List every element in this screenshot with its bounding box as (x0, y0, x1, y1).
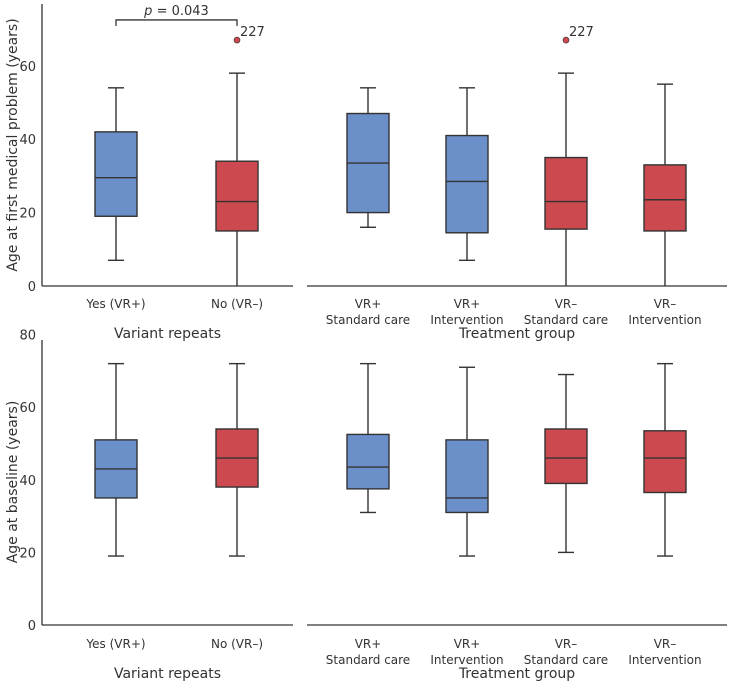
y-tick-label: 40 (19, 474, 36, 489)
x-tick-label: VR– (654, 297, 677, 311)
y-tick-label: 0 (28, 280, 36, 295)
y-axis-title: Age at first medical problem (years) (5, 18, 21, 271)
box-1: 227 No (VR–) (211, 25, 265, 311)
box-1: VR+ Intervention (430, 87, 504, 327)
outlier-label: 227 (569, 25, 594, 40)
box-iqr (643, 430, 687, 494)
box-2: VR– Standard care (524, 373, 608, 667)
outlier-label: 227 (240, 25, 265, 40)
x-tick-label: VR– (555, 637, 578, 651)
y-tick-label: 60 (19, 401, 36, 416)
x-axis-title: Variant repeats (114, 326, 221, 342)
x-tick-label: No (VR–) (211, 297, 263, 311)
outlier-point (562, 36, 570, 44)
box-iqr (643, 164, 687, 232)
outlier-point (233, 36, 241, 44)
x-tick-label: Yes (VR+) (85, 637, 145, 651)
box-iqr (544, 156, 588, 230)
panel-bottom-left: 0 20 40 60 80 Age at baseline (years) Variant … (5, 329, 293, 682)
x-tick-label: VR+ (355, 637, 382, 651)
x-axis-title: Treatment group (458, 666, 575, 682)
box-3: VR– Intervention (628, 83, 702, 327)
y-tick-label: 20 (19, 546, 36, 561)
x-axis-title: Variant repeats (114, 666, 221, 682)
y-tick-label: 60 (19, 60, 36, 75)
box-iqr (544, 428, 588, 485)
x-tick-label: Intervention (430, 653, 503, 667)
x-tick-label: Standard care (326, 313, 410, 327)
box-iqr (346, 433, 390, 490)
panel-bottom-right: Treatment group VR+ Standard care VR+ Interv… (307, 362, 727, 682)
box-2: 227 VR– Standard care (524, 25, 608, 327)
y-axis-title: Age at baseline (years) (5, 401, 21, 564)
box-iqr (445, 439, 489, 514)
panel-top-right: Treatment group VR+ Standard care VR+ Interv… (307, 25, 727, 342)
x-tick-label: VR+ (454, 637, 481, 651)
x-tick-label: Standard care (524, 653, 608, 667)
x-tick-label: Yes (VR+) (85, 297, 145, 311)
box-0: Yes (VR+) (85, 87, 146, 311)
y-tick-label: 40 (19, 133, 36, 148)
x-tick-label: No (VR–) (211, 637, 263, 651)
box-iqr (94, 131, 138, 217)
x-tick-label: Standard care (524, 313, 608, 327)
x-axis-title: Treatment group (458, 326, 575, 342)
box-1: No (VR–) (211, 362, 263, 651)
box-0: VR+ Standard care (326, 362, 410, 667)
box-iqr (445, 134, 489, 234)
x-tick-label: Standard care (326, 653, 410, 667)
p-value-label: p = 0.043 (143, 4, 209, 19)
box-0: VR+ Standard care (326, 87, 410, 327)
box-3: VR– Intervention (628, 362, 702, 667)
x-tick-label: VR+ (355, 297, 382, 311)
x-tick-label: VR– (555, 297, 578, 311)
significance-bracket (115, 19, 238, 26)
box-0: Yes (VR+) (85, 362, 146, 651)
y-tick-label: 80 (19, 329, 36, 344)
y-tick-label: 20 (19, 207, 36, 222)
x-tick-label: Intervention (430, 313, 503, 327)
y-tick-label: 0 (28, 619, 36, 634)
x-tick-label: VR+ (454, 297, 481, 311)
x-tick-label: Intervention (628, 653, 701, 667)
x-tick-label: Intervention (628, 313, 701, 327)
x-tick-label: VR– (654, 637, 677, 651)
box-iqr (215, 160, 259, 232)
box-1: VR+ Intervention (430, 366, 504, 667)
